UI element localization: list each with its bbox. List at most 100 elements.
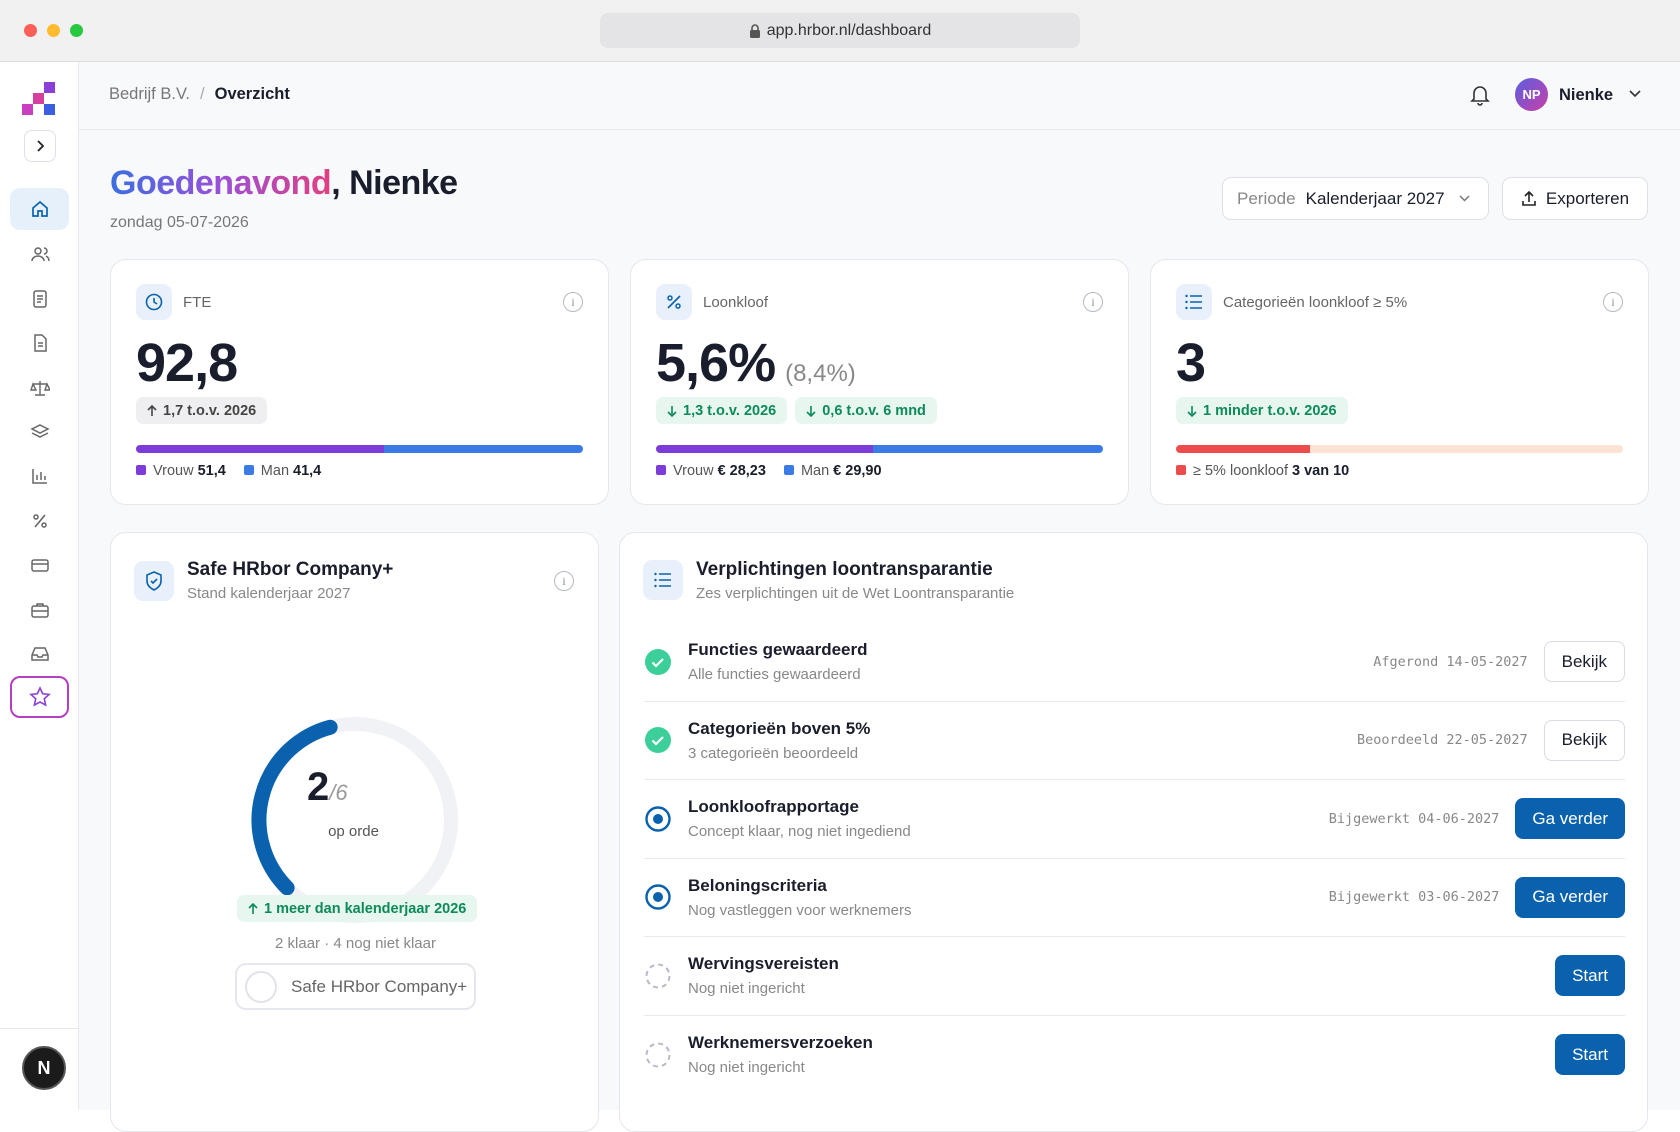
nav-inbox[interactable]	[10, 633, 69, 675]
nav-people[interactable]	[10, 233, 69, 275]
legend-swatch	[783, 465, 794, 475]
obligation-description: Nog niet ingericht	[688, 980, 805, 998]
obligation-text: Wervingsvereisten Nog niet ingericht	[688, 954, 1555, 997]
kpi-title: Loonkloof	[703, 294, 769, 311]
kpi-badges: 1 minder t.o.v. 2026	[1176, 397, 1348, 424]
logo	[22, 82, 55, 115]
kpi-card: Categorieën loonkloof ≥ 5% i 3 1 minder t.o…	[1150, 259, 1649, 505]
status-icon	[644, 883, 672, 911]
obligations-list: Functies gewaardeerd Alle functies gewaar…	[644, 623, 1625, 1094]
obligation-text: Categorieën boven 5% 3 categorieën beoord…	[688, 719, 1357, 762]
obligation-action[interactable]: Start	[1555, 1034, 1625, 1076]
obligation-row: Wervingsvereisten Nog niet ingericht Start	[644, 937, 1625, 1016]
address-bar[interactable]: app.hrbor.nl/dashboard	[600, 13, 1080, 48]
obligation-action[interactable]: Start	[1555, 955, 1625, 997]
kpi-badge: 1,3 t.o.v. 2026	[656, 397, 788, 424]
user-menu-chevron[interactable]	[1629, 90, 1641, 98]
legend-label: ≥ 5% loonkloof	[1193, 463, 1289, 479]
lock-icon	[749, 23, 760, 38]
obligations-card: Verplichtingen loontransparantie Zes ver…	[619, 532, 1648, 1132]
bar-segment	[656, 445, 874, 453]
breadcrumb-item[interactable]: Bedrijf B.V.	[109, 85, 191, 103]
obligation-action[interactable]: Ga verder	[1515, 798, 1625, 840]
info-button[interactable]: i	[554, 571, 574, 591]
compliance-title: Safe HRbor Company+	[187, 559, 394, 580]
period-select[interactable]: Periode Kalenderjaar 2027	[1222, 177, 1489, 220]
kpi-badge-text: 1 minder t.o.v. 2026	[1203, 402, 1337, 419]
compliance-button[interactable]: Safe HRbor Company+	[235, 963, 476, 1010]
greeting-salutation: Goedenavond	[110, 164, 332, 202]
user-avatar[interactable]: NP	[1515, 78, 1548, 111]
compliance-summary: 2 klaar · 4 nog niet klaar	[275, 935, 436, 952]
document-icon	[33, 334, 47, 352]
obligation-action[interactable]: Bekijk	[1543, 641, 1625, 683]
bar-segment	[383, 445, 583, 453]
obligation-action[interactable]: Bekijk	[1543, 719, 1625, 761]
breadcrumb: Bedrijf B.V. / Overzicht	[109, 85, 290, 104]
obligation-row: Loonkloofrapportage Concept klaar, nog ni…	[644, 780, 1625, 859]
export-button[interactable]: Exporteren	[1502, 177, 1648, 220]
kpi-badges: 1,3 t.o.v. 2026 0,6 t.o.v. 6 mnd	[656, 397, 937, 424]
avatar-small[interactable]: N	[22, 1046, 66, 1090]
export-icon	[1522, 190, 1536, 206]
nav-list[interactable]	[10, 278, 69, 320]
gauge-arc	[251, 719, 338, 896]
nav-percent[interactable]	[10, 500, 69, 542]
legend-item: ≥ 5% loonkloof 3 van 10	[1176, 463, 1349, 479]
kpi-value: 92,8	[136, 333, 238, 393]
info-button[interactable]: i	[563, 292, 583, 312]
minimize-button[interactable]	[47, 24, 60, 37]
status-icon	[644, 805, 672, 833]
expand-sidebar[interactable]	[24, 130, 56, 162]
export-label: Exporteren	[1545, 188, 1630, 208]
nav-home[interactable]	[10, 188, 69, 230]
legend-swatch	[1176, 465, 1186, 475]
info-button[interactable]: i	[1083, 292, 1103, 312]
shield-icon	[146, 571, 162, 591]
nav-star[interactable]	[10, 676, 69, 718]
greeting-name: , Nienke	[331, 164, 458, 202]
nav-chart[interactable]	[10, 455, 69, 497]
period-value: Kalenderjaar 2027	[1305, 188, 1445, 208]
kpi-badge-text: 0,6 t.o.v. 6 mnd	[822, 402, 926, 419]
briefcase-icon	[30, 603, 49, 618]
status-icon	[644, 726, 672, 754]
obligation-description: Nog niet ingericht	[688, 1059, 805, 1077]
gauge-count: 2 /6	[307, 765, 348, 810]
bar-segment	[873, 445, 1103, 453]
nav-balance[interactable]	[10, 367, 69, 409]
kpi-legend: ≥ 5% loonkloof 3 van 10	[1176, 463, 1349, 479]
maximize-button[interactable]	[70, 24, 83, 37]
bell-icon[interactable]	[1470, 84, 1490, 106]
chevron-icon	[37, 140, 45, 152]
obligation-text: Loonkloofrapportage Concept klaar, nog ni…	[688, 797, 1329, 840]
gauge-total: /6	[329, 780, 348, 805]
obligation-row: Beloningscriteria Nog vastleggen voor wer…	[644, 859, 1625, 937]
kpi-icon-box	[136, 284, 172, 320]
kpi-card: Loonkloof i 5,6% (8,4%) 1,3 t.o.v. 2026 0,6 t…	[630, 259, 1129, 505]
legend-value: 51,4	[197, 463, 226, 479]
info-button[interactable]: i	[1603, 292, 1623, 312]
obligation-row: Categorieën boven 5% 3 categorieën beoord…	[644, 702, 1625, 780]
kpi-legend: Vrouw 51,4 Man 41,4	[136, 463, 321, 479]
obligation-status: Beoordeeld 22-05-2027	[1356, 732, 1528, 749]
close-button[interactable]	[24, 24, 37, 37]
people-icon	[30, 247, 50, 262]
legend-swatch	[243, 465, 254, 475]
kpi-badges: 1,7 t.o.v. 2026	[136, 397, 268, 424]
nav-document[interactable]	[10, 322, 69, 364]
compliance-badge: 1 meer dan kalenderjaar 2026	[237, 895, 478, 922]
nav-card[interactable]	[10, 544, 69, 586]
seal-placeholder	[245, 970, 277, 1003]
chart-icon	[31, 469, 47, 484]
user-name[interactable]: Nienke	[1559, 86, 1614, 104]
obligations-subtitle: Zes verplichtingen uit de Wet Loontransp…	[696, 585, 1015, 602]
nav-layers[interactable]	[10, 411, 69, 453]
legend-label: Vrouw	[153, 463, 194, 479]
obligation-action[interactable]: Ga verder	[1515, 876, 1625, 918]
kpi-icon-box	[656, 284, 692, 320]
obligation-title: Loonkloofrapportage	[688, 797, 859, 817]
kpi-legend: Vrouw € 28,23 Man € 29,90	[656, 463, 882, 479]
legend-value: 3 van 10	[1292, 463, 1350, 479]
nav-briefcase[interactable]	[10, 589, 69, 631]
